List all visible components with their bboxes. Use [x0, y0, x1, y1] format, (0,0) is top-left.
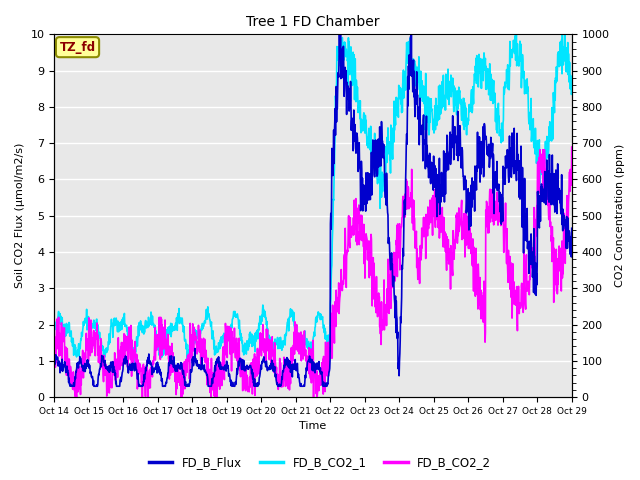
Y-axis label: CO2 Concentration (ppm): CO2 Concentration (ppm): [615, 144, 625, 288]
Legend: FD_B_Flux, FD_B_CO2_1, FD_B_CO2_2: FD_B_Flux, FD_B_CO2_1, FD_B_CO2_2: [144, 452, 496, 474]
Title: Tree 1 FD Chamber: Tree 1 FD Chamber: [246, 15, 380, 29]
X-axis label: Time: Time: [300, 421, 326, 432]
Y-axis label: Soil CO2 Flux (μmol/m2/s): Soil CO2 Flux (μmol/m2/s): [15, 143, 25, 288]
Text: TZ_fd: TZ_fd: [60, 41, 95, 54]
